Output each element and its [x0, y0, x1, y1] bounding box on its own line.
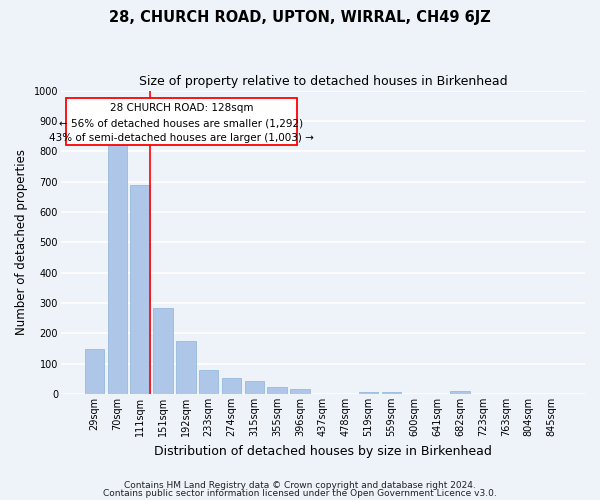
- Bar: [359, 392, 379, 394]
- Bar: [199, 370, 218, 394]
- Text: ← 56% of detached houses are smaller (1,292): ← 56% of detached houses are smaller (1,…: [59, 118, 304, 128]
- Text: Contains HM Land Registry data © Crown copyright and database right 2024.: Contains HM Land Registry data © Crown c…: [124, 481, 476, 490]
- Bar: [66, 98, 297, 145]
- Bar: [176, 341, 196, 394]
- Bar: [222, 378, 241, 394]
- Bar: [153, 308, 173, 394]
- X-axis label: Distribution of detached houses by size in Birkenhead: Distribution of detached houses by size …: [154, 444, 492, 458]
- Bar: [268, 388, 287, 394]
- Bar: [85, 349, 104, 394]
- Bar: [290, 390, 310, 394]
- Bar: [382, 392, 401, 394]
- Bar: [451, 391, 470, 394]
- Text: 43% of semi-detached houses are larger (1,003) →: 43% of semi-detached houses are larger (…: [49, 132, 314, 142]
- Text: 28, CHURCH ROAD, UPTON, WIRRAL, CH49 6JZ: 28, CHURCH ROAD, UPTON, WIRRAL, CH49 6JZ: [109, 10, 491, 25]
- Bar: [107, 143, 127, 394]
- Y-axis label: Number of detached properties: Number of detached properties: [15, 150, 28, 336]
- Text: 28 CHURCH ROAD: 128sqm: 28 CHURCH ROAD: 128sqm: [110, 104, 253, 114]
- Text: Contains public sector information licensed under the Open Government Licence v3: Contains public sector information licen…: [103, 488, 497, 498]
- Bar: [245, 382, 264, 394]
- Bar: [130, 185, 150, 394]
- Title: Size of property relative to detached houses in Birkenhead: Size of property relative to detached ho…: [139, 75, 507, 88]
